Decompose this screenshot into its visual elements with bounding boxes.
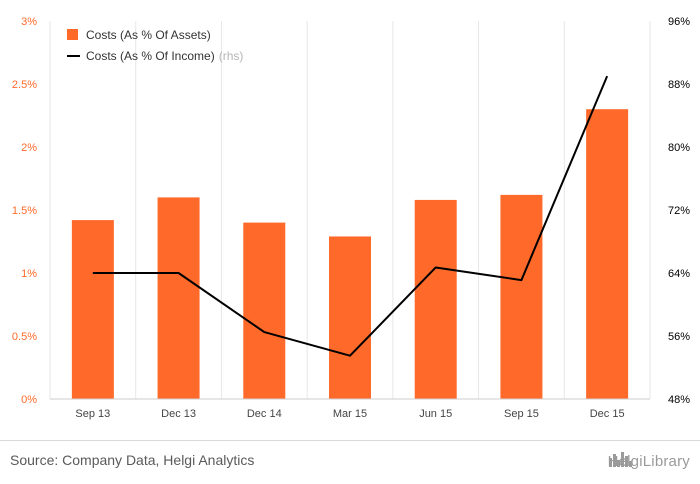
y-left-tick-label: 0%: [21, 394, 37, 406]
footer: Source: Company Data, Helgi Analytics He…: [0, 440, 700, 484]
bar-sep-13: [71, 220, 114, 399]
y-left-tick-label: 3%: [21, 16, 37, 28]
y-right-tick-label: 88%: [668, 79, 690, 91]
x-tick-label: Dec 13: [161, 408, 196, 420]
x-tick-label: Dec 14: [247, 408, 282, 420]
logo-text: HelgiLibrary: [607, 452, 690, 470]
y-right-tick-label: 64%: [668, 268, 690, 280]
bar-dec-14: [243, 222, 286, 399]
income-line-path: [92, 75, 609, 357]
legend-bar-swatch: [67, 29, 78, 40]
x-tick-label: Mar 15: [333, 408, 367, 420]
x-tick-label: Dec 15: [590, 408, 625, 420]
legend-line-rhs: (rhs): [219, 49, 244, 63]
y-right-tick-label: 96%: [668, 16, 690, 28]
bar-mar-15: [329, 236, 371, 399]
y-left-tick-label: 2%: [21, 142, 37, 154]
bar-dec-15: [586, 109, 629, 399]
y-left-tick-label: 1.5%: [12, 205, 37, 217]
source-text: Source: Company Data, Helgi Analytics: [10, 452, 255, 468]
bar-sep-15: [500, 194, 543, 399]
bars: [71, 109, 629, 399]
legend: Costs (As % Of Assets) Costs (As % Of In…: [67, 28, 243, 63]
y-right-tick-label: 48%: [668, 394, 690, 406]
axes: Sep 13 Dec 13 Dec 14 Mar 15 Jun 15 Sep 15 Dec …: [12, 16, 690, 420]
bar-dec-13: [157, 197, 200, 399]
legend-line-name: Costs (As % Of Income): [86, 49, 215, 63]
y-left-tick-label: 1%: [21, 268, 37, 280]
bar-chart-icon: [608, 452, 632, 467]
x-tick-label: Sep 13: [75, 408, 110, 420]
x-tick-label: Jun 15: [419, 408, 452, 420]
bar-jun-15: [414, 199, 457, 399]
legend-line-label: Costs (As % Of Income) (rhs): [86, 49, 243, 63]
y-left-tick-label: 0.5%: [12, 331, 37, 343]
income-line: [92, 75, 609, 357]
y-right-tick-label: 56%: [668, 331, 690, 343]
y-right-tick-label: 80%: [668, 142, 690, 154]
chart-canvas: Sep 13 Dec 13 Dec 14 Mar 15 Jun 15 Sep 15 Dec …: [12, 16, 690, 420]
y-left-tick-label: 2.5%: [12, 79, 37, 91]
x-tick-label: Sep 15: [504, 408, 539, 420]
legend-bar-label: Costs (As % Of Assets): [86, 28, 211, 42]
y-right-tick-label: 72%: [668, 205, 690, 217]
grid: [49, 21, 651, 399]
helgi-library-logo[interactable]: HelgiLibrary: [608, 449, 690, 473]
